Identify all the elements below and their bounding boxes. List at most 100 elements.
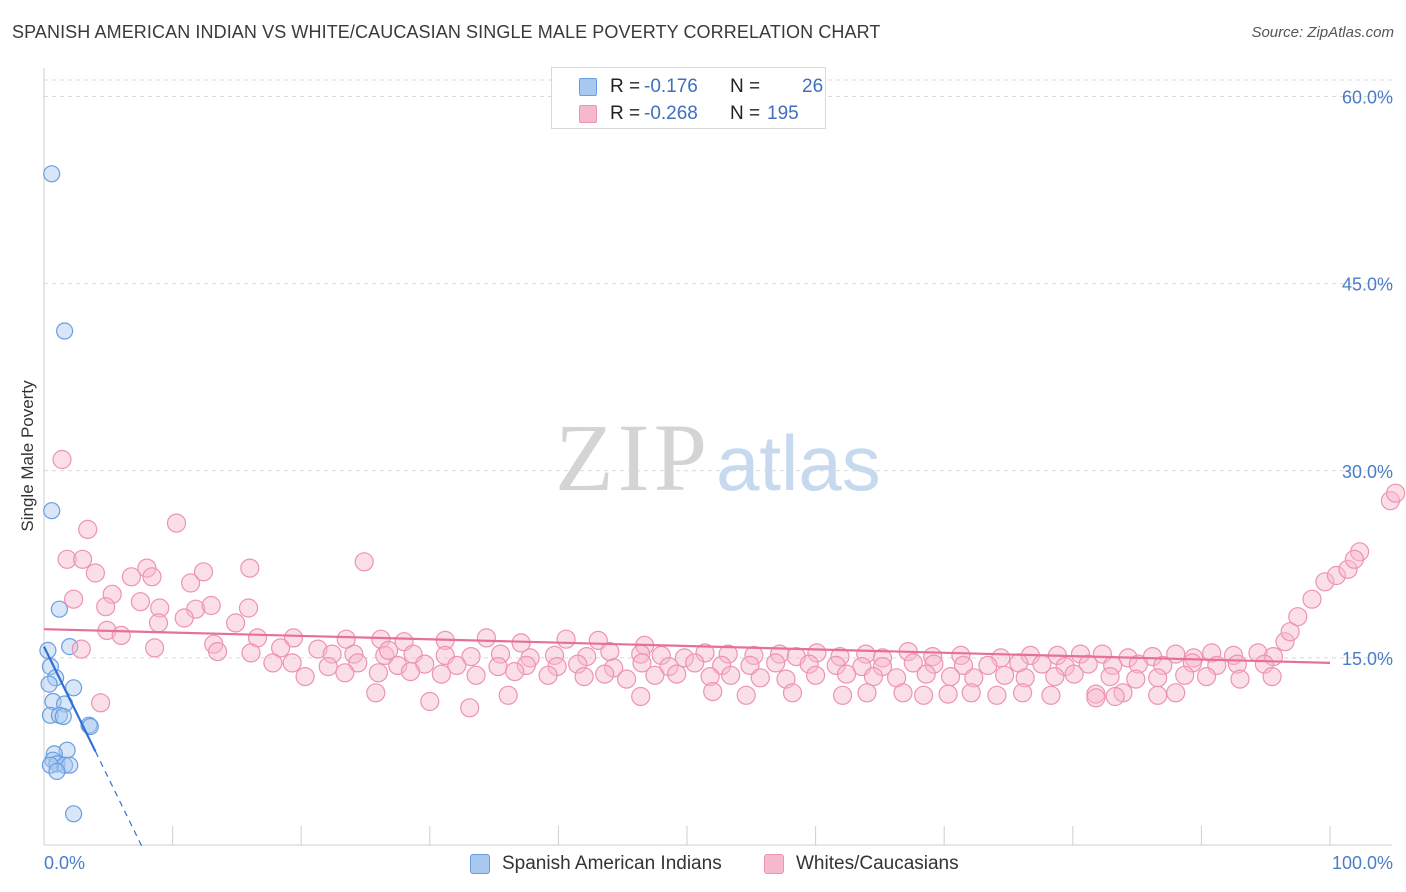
point-whites-caucasians xyxy=(1105,686,1125,707)
point-whites-caucasians xyxy=(181,573,201,593)
point-whites-caucasians xyxy=(1344,549,1365,569)
point-whites-caucasians xyxy=(987,685,1007,705)
point-whites-caucasians xyxy=(1302,589,1322,609)
point-whites-caucasians xyxy=(90,693,111,713)
point-whites-caucasians xyxy=(1288,607,1308,627)
points-layer xyxy=(39,165,1406,823)
point-whites-caucasians xyxy=(193,562,214,582)
point-whites-caucasians xyxy=(1230,669,1250,689)
point-whites-caucasians xyxy=(782,683,803,703)
point-whites-caucasians xyxy=(283,628,304,648)
point-whites-caucasians xyxy=(166,513,187,533)
stats-r-label: R = xyxy=(610,76,641,97)
point-whites-caucasians xyxy=(52,449,72,470)
point-spanish-american-indians xyxy=(64,805,83,823)
point-spanish-american-indians xyxy=(48,762,66,781)
point-whites-caucasians xyxy=(1148,685,1168,705)
point-whites-caucasians xyxy=(148,613,169,633)
point-whites-caucasians xyxy=(241,643,261,663)
stats-n-label: N = xyxy=(730,76,761,97)
point-whites-caucasians xyxy=(1262,666,1282,687)
point-whites-caucasians xyxy=(1045,666,1065,687)
y-tick-label: 45.0% xyxy=(1342,275,1393,295)
point-whites-caucasians xyxy=(461,646,481,667)
point-whites-caucasians xyxy=(631,686,651,707)
stats-n-value: 26 xyxy=(802,76,824,97)
point-whites-caucasians xyxy=(1280,622,1300,642)
stats-swatch-pink xyxy=(579,105,597,123)
point-whites-caucasians xyxy=(71,639,91,659)
point-whites-caucasians xyxy=(832,685,853,705)
x-tick-label: 0.0% xyxy=(44,853,85,873)
point-whites-caucasians xyxy=(1078,654,1098,674)
point-whites-caucasians xyxy=(913,685,934,705)
watermark-zip: ZIP xyxy=(555,404,711,511)
trend-layer xyxy=(43,628,1331,850)
point-whites-caucasians xyxy=(348,653,368,673)
point-whites-caucasians xyxy=(1012,683,1033,703)
point-whites-caucasians xyxy=(263,653,283,673)
trendline-spanish-american-indians xyxy=(43,646,97,752)
point-whites-caucasians xyxy=(893,683,913,703)
point-whites-caucasians xyxy=(556,629,576,649)
tick-labels: 15.0% 30.0% 45.0% 60.0% 0.0% 100.0% xyxy=(44,88,1393,874)
point-whites-caucasians xyxy=(488,656,508,677)
point-whites-caucasians xyxy=(142,567,162,587)
axis-layer xyxy=(43,68,1392,846)
point-spanish-american-indians xyxy=(45,745,63,763)
point-spanish-american-indians xyxy=(43,165,61,183)
point-whites-caucasians xyxy=(238,598,259,618)
point-whites-caucasians xyxy=(674,648,695,668)
stats-legend-box: R = -0.176 N = 26 R = -0.268 N = 195 xyxy=(551,67,826,129)
point-whites-caucasians xyxy=(1015,668,1035,688)
point-whites-caucasians xyxy=(1315,572,1335,592)
point-whites-caucasians xyxy=(940,666,961,687)
point-whites-caucasians xyxy=(1202,643,1222,663)
point-spanish-american-indians xyxy=(64,679,83,697)
stats-row-pink: R = -0.268 N = 195 xyxy=(552,102,825,128)
stats-n-value: 195 xyxy=(767,103,799,124)
point-whites-caucasians xyxy=(766,653,786,673)
point-whites-caucasians xyxy=(538,665,558,685)
point-whites-caucasians xyxy=(490,644,511,664)
point-whites-caucasians xyxy=(1126,669,1146,689)
point-whites-caucasians xyxy=(750,668,770,688)
point-whites-caucasians xyxy=(111,625,131,646)
point-whites-caucasians xyxy=(336,629,356,649)
point-whites-caucasians xyxy=(938,684,958,704)
point-spanish-american-indians xyxy=(54,707,72,726)
point-whites-caucasians xyxy=(1338,559,1358,579)
point-whites-caucasians xyxy=(505,661,525,682)
point-whites-caucasians xyxy=(700,666,720,687)
point-whites-caucasians xyxy=(1148,668,1168,688)
point-whites-caucasians xyxy=(659,656,679,677)
y-tick-label: 15.0% xyxy=(1342,649,1393,669)
legend: Spanish American Indians Whites/Caucasia… xyxy=(0,850,1406,878)
trendline-spanish-american-indians-extension xyxy=(94,751,144,850)
point-spanish-american-indians xyxy=(81,717,99,736)
point-whites-caucasians xyxy=(857,683,877,703)
stats-r-value: -0.176 xyxy=(644,76,698,97)
point-spanish-american-indians xyxy=(41,706,60,724)
point-whites-caucasians xyxy=(295,666,315,687)
point-whites-caucasians xyxy=(130,592,150,612)
point-whites-caucasians xyxy=(240,558,260,578)
point-whites-caucasians xyxy=(544,645,565,666)
point-whites-caucasians xyxy=(953,655,974,676)
point-whites-caucasians xyxy=(916,664,936,684)
point-whites-caucasians xyxy=(595,664,615,684)
point-whites-caucasians xyxy=(836,664,857,684)
point-whites-caucasians xyxy=(1128,654,1149,674)
point-whites-caucasians xyxy=(805,665,826,685)
point-whites-caucasians xyxy=(863,666,884,687)
point-whites-caucasians xyxy=(63,589,84,609)
point-whites-caucasians xyxy=(1385,483,1406,503)
stats-row-blue: R = -0.176 N = 26 xyxy=(552,75,825,101)
stats-n-label: N = xyxy=(730,103,761,124)
point-whites-caucasians xyxy=(695,643,715,663)
point-whites-caucasians xyxy=(318,656,338,677)
point-whites-caucasians xyxy=(57,549,77,569)
y-tick-label: 30.0% xyxy=(1342,462,1393,482)
point-whites-caucasians xyxy=(96,597,116,617)
